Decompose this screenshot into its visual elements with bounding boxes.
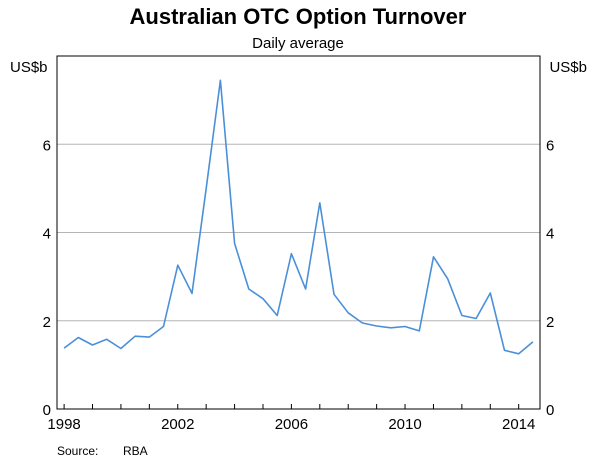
- plot-frame: [56, 55, 541, 410]
- x-tick-label: 1998: [47, 416, 80, 433]
- x-tick-label: 2002: [161, 416, 194, 433]
- y-tick-label-right: 0: [546, 402, 554, 419]
- y-axis-tick-labels: 0 0 2 2 4 4 6 6: [43, 137, 555, 419]
- x-tick-label: 2014: [502, 416, 535, 433]
- series-layer: [63, 79, 534, 355]
- gridlines: [57, 143, 540, 322]
- x-axis-tick-labels: 1998 2002 2006 2010 2014: [47, 416, 535, 433]
- y-tick-label-left: 6: [43, 137, 51, 154]
- x-axis-ticks: [63, 404, 520, 409]
- y-tick-label-left: 2: [43, 314, 51, 331]
- source-value: RBA: [123, 444, 148, 458]
- chart-title: Australian OTC Option Turnover: [130, 4, 467, 29]
- y-axis-unit-left: US$b: [10, 59, 48, 76]
- y-tick-label-right: 6: [546, 137, 554, 154]
- y-tick-label-right: 2: [546, 314, 554, 331]
- y-axis-unit-right: US$b: [549, 59, 587, 76]
- y-tick-label-left: 4: [43, 226, 51, 243]
- x-tick-label: 2006: [275, 416, 308, 433]
- chart-subtitle: Daily average: [252, 35, 344, 52]
- y-tick-label-right: 4: [546, 226, 554, 243]
- x-tick-label: 2010: [388, 416, 421, 433]
- source-label: Source:: [57, 444, 98, 458]
- y-tick-label-left: 0: [43, 402, 51, 419]
- series-line: [63, 79, 534, 355]
